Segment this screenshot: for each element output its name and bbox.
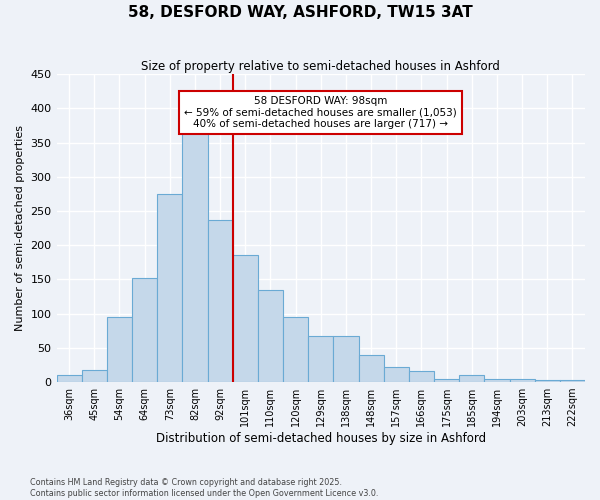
Bar (560, 380, 585, 382)
Bar (383, 367, 409, 382)
Bar (308, 336, 334, 382)
Bar (509, 378, 535, 382)
Bar (535, 380, 560, 382)
Y-axis label: Number of semi-detached properties: Number of semi-detached properties (15, 125, 25, 331)
Bar (409, 371, 434, 382)
Bar (82, 370, 107, 382)
Text: Contains HM Land Registry data © Crown copyright and database right 2025.
Contai: Contains HM Land Registry data © Crown c… (30, 478, 379, 498)
Bar (233, 255, 258, 382)
Bar (157, 194, 182, 382)
X-axis label: Distribution of semi-detached houses by size in Ashford: Distribution of semi-detached houses by … (156, 432, 486, 445)
Bar (107, 317, 132, 382)
Bar (208, 220, 233, 382)
Bar (459, 375, 484, 382)
Title: Size of property relative to semi-detached houses in Ashford: Size of property relative to semi-detach… (142, 60, 500, 73)
Bar (434, 378, 459, 382)
Bar (56, 375, 82, 382)
Bar (359, 354, 383, 382)
Text: 58 DESFORD WAY: 98sqm
← 59% of semi-detached houses are smaller (1,053)
40% of s: 58 DESFORD WAY: 98sqm ← 59% of semi-deta… (184, 96, 457, 129)
Bar (182, 129, 208, 382)
Bar (258, 290, 283, 382)
Bar (132, 278, 157, 382)
Bar (283, 317, 308, 382)
Bar (334, 336, 359, 382)
Text: 58, DESFORD WAY, ASHFORD, TW15 3AT: 58, DESFORD WAY, ASHFORD, TW15 3AT (128, 5, 472, 20)
Bar (484, 378, 509, 382)
